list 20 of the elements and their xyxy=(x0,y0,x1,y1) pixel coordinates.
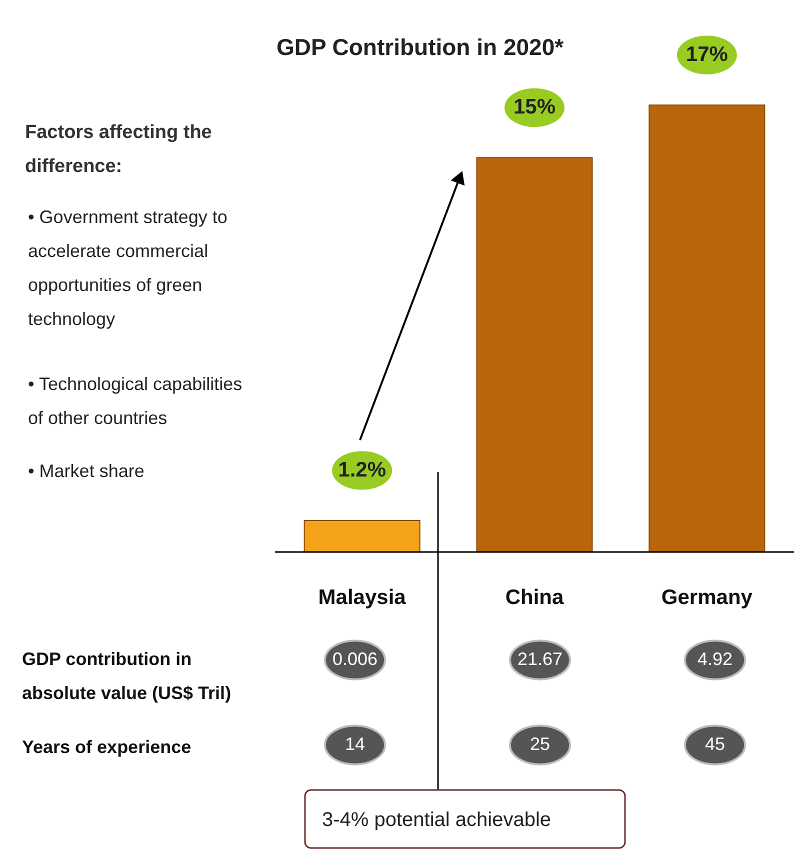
text: 21.67 xyxy=(517,649,563,669)
text: Years of experience xyxy=(22,737,192,757)
data-label: 15% xyxy=(513,96,556,119)
text: • Government strategy to accelerate commercial opportunities of green technology xyxy=(28,207,228,329)
x-tick-label: China xyxy=(505,586,564,609)
text: 4.92 xyxy=(697,649,733,669)
text: 3-4% potential achievable xyxy=(322,809,552,831)
text: 14 xyxy=(344,734,366,754)
text: Factors affecting the difference: xyxy=(25,122,212,177)
text: • Market share xyxy=(28,461,144,481)
text: 0.006 xyxy=(332,649,378,669)
x-tick-label: Malaysia xyxy=(318,586,406,609)
data-label: 17% xyxy=(686,43,728,66)
data-label: 1.2% xyxy=(338,458,386,482)
text: • Technological capabilities of other countries xyxy=(28,374,242,428)
x-tick-label: Germany xyxy=(661,586,753,609)
text: 25 xyxy=(530,734,550,754)
text: GDP contribution in absolute value (US$ Tril) xyxy=(22,649,232,703)
chart-title: GDP Contribution in 2020* xyxy=(276,34,564,60)
text: 45 xyxy=(704,734,726,754)
